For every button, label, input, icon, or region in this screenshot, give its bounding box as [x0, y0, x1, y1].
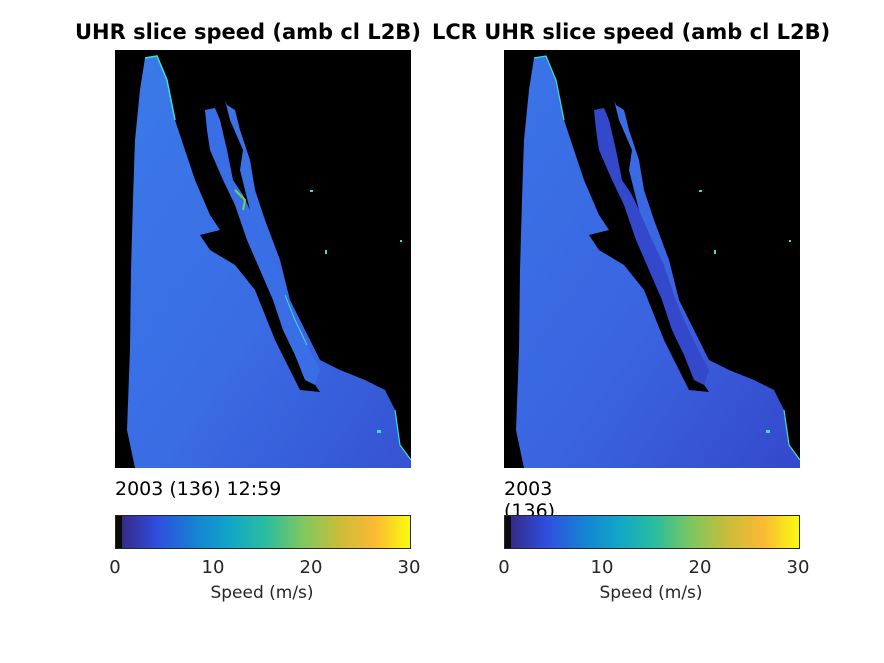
right-plot-title: LCR UHR slice speed (amb cl L2B) — [432, 20, 831, 44]
right-panel: LCR UHR slice speed (amb cl L2B) 2003 (1… — [0, 0, 830, 663]
left-speed-map-svg — [127, 55, 411, 468]
left-cbar-label: Speed (m/s) — [210, 583, 314, 603]
right-colorbar — [504, 515, 800, 549]
right-cbar-tick: 30 — [786, 557, 810, 578]
left-island-region — [205, 108, 320, 385]
left-datestamp: 2003 (136) 12:59 — [115, 478, 282, 500]
right-speed-map-svg — [516, 55, 800, 468]
left-cbar-tick: 0 — [109, 557, 121, 578]
right-speed-map — [504, 50, 800, 468]
right-cbar-tick: 20 — [688, 557, 712, 578]
left-speed-map — [115, 50, 411, 468]
left-cbar-tick: 30 — [397, 557, 421, 578]
left-panel: UHR slice speed (amb cl L2B) — [0, 0, 421, 663]
left-cbar-tick: 20 — [299, 557, 323, 578]
right-cbar-label: Speed (m/s) — [599, 583, 703, 603]
right-cbar-tick: 10 — [590, 557, 614, 578]
right-island-region — [594, 108, 709, 385]
left-plot-title: UHR slice speed (amb cl L2B) — [75, 20, 421, 44]
left-cbar-tick: 10 — [201, 557, 225, 578]
right-cbar-tick: 0 — [498, 557, 510, 578]
left-colorbar — [115, 515, 411, 549]
